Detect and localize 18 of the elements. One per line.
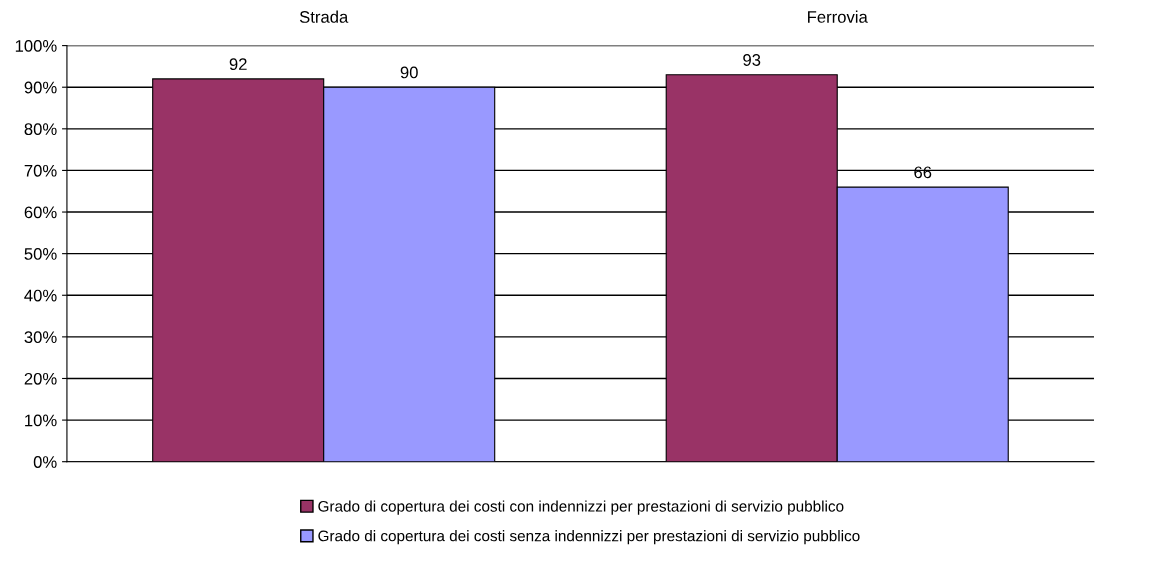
y-tick-label: 50% [24, 248, 57, 260]
y-tick-label: 20% [24, 372, 57, 385]
data-label: 93 [743, 54, 761, 66]
y-tick-label: 100% [15, 40, 57, 52]
y-tick-label: 90% [24, 81, 57, 94]
x-tick-label: Ferrovia [808, 10, 868, 23]
data-label: 92 [229, 58, 247, 71]
y-tick-label: 0% [33, 456, 57, 468]
y-tick-label: 40% [24, 289, 57, 302]
y-tick-label: 30% [24, 331, 57, 344]
legend-label: Grado di copertura dei costi senza indennizzi per prestazioni di servizio pubblico [318, 530, 860, 545]
y-tick-label: 70% [24, 164, 57, 177]
y-tick-label: 60% [24, 206, 57, 219]
x-tick-label: Strada [299, 10, 349, 23]
y-tick-label: 10% [25, 414, 57, 427]
data-label: 90 [400, 66, 418, 79]
legend-label: Grado di copertura dei costi con indennizzi per prestazioni di servizio pubblico [318, 500, 844, 515]
y-tick-label: 80% [24, 123, 57, 136]
